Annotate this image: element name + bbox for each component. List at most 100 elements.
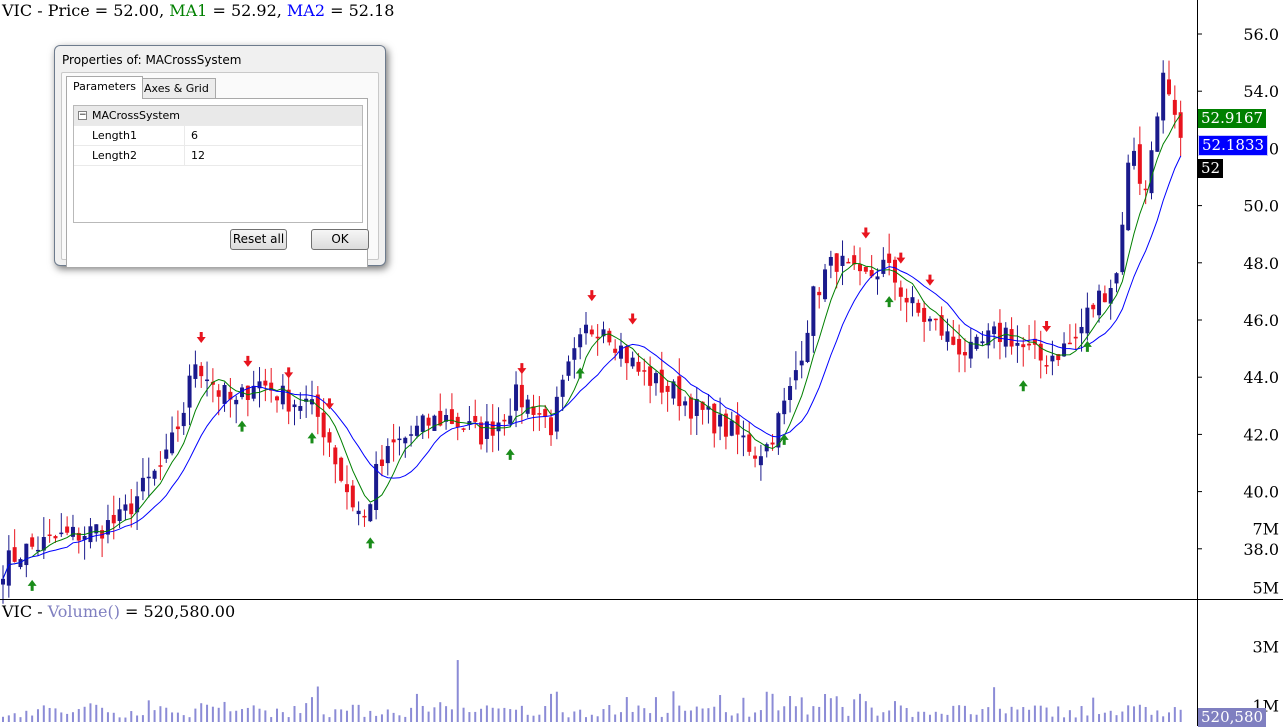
length1-value[interactable]: 6: [184, 126, 368, 145]
volume-bar: [1074, 717, 1077, 722]
candle-body: [129, 503, 134, 515]
ma2-line: [2, 155, 1182, 579]
candle-body: [805, 332, 810, 362]
volume-bar: [398, 715, 401, 722]
candle-body: [688, 397, 693, 419]
candle-body: [1114, 273, 1119, 284]
candle-body: [747, 434, 752, 452]
volume-bar: [806, 714, 809, 722]
candle-body: [1178, 112, 1183, 138]
collapse-icon[interactable]: −: [78, 110, 87, 120]
candle-body: [257, 381, 262, 389]
volume-bar: [637, 705, 640, 722]
candle-body: [945, 331, 950, 342]
candle-body: [817, 291, 822, 296]
tab-parameters[interactable]: Parameters: [66, 76, 143, 99]
sell-arrow-icon: [1042, 321, 1052, 333]
volume-bar: [882, 712, 885, 722]
param-row-length1[interactable]: Length1 6: [74, 126, 362, 146]
candle-body: [997, 322, 1002, 343]
volume-bar: [375, 715, 378, 722]
candle-body: [449, 409, 454, 424]
volume-bar: [590, 714, 593, 722]
volume-bar: [1045, 707, 1048, 722]
volume-bar: [952, 705, 955, 722]
volume-tag: 520,580: [1198, 708, 1267, 727]
buy-arrow-icon: [575, 367, 585, 379]
ma1-price-tag: 52.9167: [1198, 109, 1267, 128]
legend-sep: -: [32, 1, 48, 20]
volume-bar: [246, 707, 249, 722]
sell-arrow-icon: [284, 367, 294, 379]
tab-axes-grid[interactable]: Axes & Grid: [137, 78, 216, 99]
legend-eq: =: [325, 1, 349, 20]
volume-bar: [520, 705, 523, 722]
candle-body: [362, 515, 367, 518]
volume-bar: [328, 717, 331, 722]
volume-legend: VIC - Volume() = 520,580.00: [2, 602, 235, 621]
candle-body: [251, 385, 256, 399]
candle-body: [980, 341, 985, 344]
volume-bar: [841, 706, 844, 722]
volume-tick-label: 3M: [1252, 638, 1279, 657]
legend-sep: ,: [276, 1, 287, 20]
volume-bar: [480, 708, 483, 722]
candle-body: [397, 438, 402, 441]
volume-bar: [1028, 709, 1031, 722]
candle-body: [222, 385, 227, 404]
property-grid[interactable]: − MACrossSystem Length1 6 Length2 12: [73, 105, 363, 223]
volume-bar: [1016, 709, 1019, 722]
dialog-title: Properties of: MACrossSystem: [62, 53, 242, 67]
reset-all-button[interactable]: Reset all: [230, 229, 287, 250]
candle-body: [135, 496, 140, 513]
volume-label: Volume(): [47, 602, 120, 621]
volume-bar: [719, 695, 722, 722]
candle-body: [933, 318, 938, 321]
properties-dialog[interactable]: Properties of: MACrossSystem Parameters …: [54, 45, 386, 268]
symbol-label: VIC: [2, 1, 33, 20]
volume-bar: [946, 714, 949, 722]
volume-pane[interactable]: [2, 660, 1182, 722]
volume-bar: [182, 715, 185, 722]
volume-bar: [25, 710, 28, 722]
candle-body: [764, 444, 769, 452]
volume-bar: [188, 717, 191, 722]
candle-body: [1149, 150, 1154, 194]
candle-body: [1032, 338, 1037, 345]
candle-body: [706, 406, 711, 410]
volume-bar: [1004, 713, 1007, 722]
candle-body: [537, 413, 542, 415]
volume-bar: [923, 711, 926, 722]
sell-arrow-icon: [896, 252, 906, 264]
ok-button[interactable]: OK: [311, 229, 369, 250]
sell-arrow-icon: [925, 274, 935, 286]
volume-bar: [544, 706, 547, 722]
candle-body: [589, 329, 594, 335]
candle-body: [823, 269, 828, 300]
candle-body: [111, 514, 116, 524]
candle-body: [175, 426, 180, 430]
param-row-length2[interactable]: Length2 12: [74, 146, 362, 166]
volume-bar: [724, 712, 727, 722]
volume-bar: [794, 706, 797, 722]
candle-body: [636, 361, 641, 372]
volume-bar: [95, 704, 98, 722]
volume-bar: [619, 712, 622, 722]
length2-value[interactable]: 12: [184, 146, 368, 165]
volume-bar: [340, 709, 343, 722]
candle-body: [1126, 162, 1131, 231]
ma1-value: 52.92: [230, 1, 277, 20]
price-pane[interactable]: [1, 60, 1183, 604]
volume-bar: [118, 717, 121, 722]
volume-bar: [876, 715, 879, 722]
volume-bar: [853, 699, 856, 722]
candle-body: [76, 532, 81, 541]
volume-bar: [934, 711, 937, 722]
sell-arrow-icon: [861, 227, 871, 239]
param-name: Length1: [92, 129, 137, 142]
price-axis: 38.040.042.044.046.048.050.052.054.056.0: [1197, 25, 1279, 559]
candle-body: [916, 302, 921, 313]
candle-body: [1143, 188, 1148, 191]
category-row[interactable]: − MACrossSystem: [74, 106, 362, 126]
